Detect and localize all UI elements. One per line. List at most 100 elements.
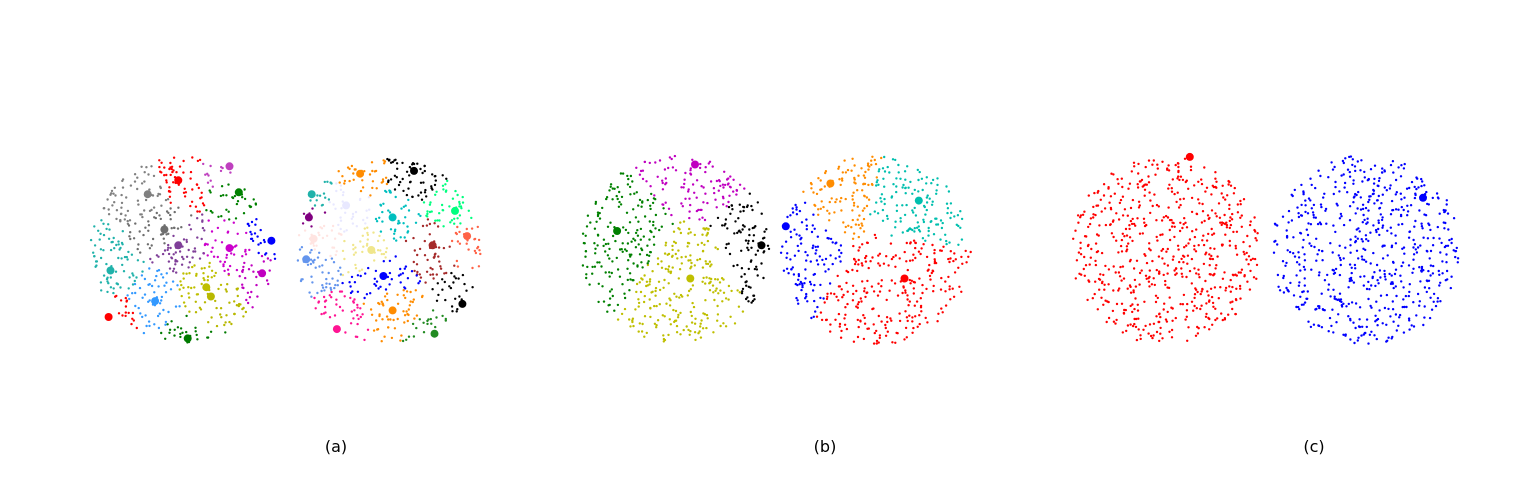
scatter-point bbox=[1338, 273, 1342, 277]
scatter-point bbox=[1196, 332, 1200, 335]
scatter-point bbox=[854, 260, 858, 263]
scatter-point bbox=[1234, 312, 1237, 316]
scatter-point bbox=[428, 222, 432, 226]
scatter-point bbox=[1386, 229, 1389, 232]
scatter-point bbox=[209, 164, 212, 168]
scatter-point bbox=[1389, 226, 1393, 229]
scatter-point bbox=[349, 296, 352, 300]
scatter-point bbox=[1426, 237, 1430, 240]
scatter-point bbox=[1156, 296, 1160, 300]
scatter-point bbox=[396, 167, 399, 170]
scatter-point bbox=[1148, 269, 1152, 272]
scatter-point bbox=[672, 308, 675, 312]
scatter-point bbox=[885, 214, 889, 218]
scatter-point bbox=[1323, 279, 1327, 282]
scatter-point bbox=[940, 226, 944, 230]
scatter-point bbox=[1371, 275, 1375, 278]
scatter-point bbox=[1167, 187, 1170, 190]
scatter-point bbox=[946, 211, 949, 215]
scatter-point bbox=[877, 254, 880, 257]
scatter-point bbox=[1365, 238, 1368, 241]
scatter-point bbox=[812, 273, 815, 276]
scatter-point bbox=[322, 312, 326, 315]
scatter-point bbox=[1100, 296, 1103, 299]
scatter-point bbox=[707, 162, 710, 165]
scatter-point bbox=[944, 304, 948, 307]
scatter-point bbox=[1318, 306, 1321, 310]
scatter-point bbox=[1387, 336, 1390, 339]
scatter-point bbox=[904, 291, 907, 294]
scatter-point bbox=[914, 214, 918, 217]
scatter-point bbox=[94, 260, 98, 263]
scatter-point bbox=[797, 249, 800, 253]
scatter-point bbox=[352, 243, 355, 247]
scatter-point bbox=[616, 186, 619, 189]
scatter-point bbox=[1129, 323, 1132, 326]
scatter-point bbox=[1195, 228, 1198, 231]
scatter-point bbox=[634, 308, 637, 311]
scatter-point bbox=[1335, 321, 1338, 324]
scatter-point bbox=[1223, 213, 1226, 217]
scatter-point bbox=[144, 314, 147, 317]
scatter-point bbox=[372, 231, 375, 234]
scatter-point bbox=[602, 244, 605, 248]
scatter-point bbox=[456, 265, 460, 268]
scatter-point bbox=[700, 185, 703, 188]
scatter-point bbox=[636, 234, 640, 237]
scatter-point bbox=[454, 189, 457, 193]
scatter-point bbox=[1300, 303, 1304, 306]
scatter-point bbox=[851, 198, 854, 201]
scatter-point bbox=[113, 201, 116, 204]
scatter-point bbox=[352, 301, 355, 304]
scatter-point bbox=[949, 250, 952, 253]
scatter-point bbox=[183, 195, 187, 198]
scatter-point bbox=[843, 323, 847, 326]
scatter-point bbox=[812, 315, 815, 318]
scatter-point bbox=[225, 208, 228, 211]
scatter-point bbox=[1431, 244, 1435, 247]
scatter-point bbox=[371, 180, 375, 183]
scatter-point bbox=[372, 329, 376, 332]
scatter-point bbox=[1152, 277, 1155, 280]
scatter-point bbox=[92, 251, 95, 254]
scatter-point bbox=[895, 185, 898, 188]
scatter-point bbox=[1318, 271, 1321, 274]
scatter-point bbox=[1412, 267, 1415, 270]
scatter-point bbox=[1293, 255, 1297, 258]
scatter-point bbox=[1416, 177, 1419, 180]
scatter-point bbox=[1376, 317, 1380, 321]
scatter-point bbox=[121, 243, 124, 246]
scatter-point bbox=[112, 192, 115, 195]
cluster-center bbox=[1419, 193, 1427, 202]
scatter-point bbox=[1325, 222, 1328, 225]
scatter-point bbox=[388, 259, 392, 263]
scatter-point bbox=[169, 207, 172, 210]
scatter-point bbox=[243, 197, 247, 201]
scatter-point bbox=[243, 261, 246, 265]
scatter-point bbox=[948, 288, 951, 291]
scatter-point bbox=[1144, 274, 1148, 277]
scatter-point bbox=[354, 335, 358, 338]
scatter-point bbox=[1190, 196, 1194, 200]
scatter-point bbox=[428, 233, 431, 236]
scatter-point bbox=[314, 266, 317, 269]
scatter-point bbox=[179, 280, 182, 283]
scatter-point bbox=[1379, 276, 1382, 279]
scatter-point bbox=[1239, 297, 1242, 300]
scatter-point bbox=[1110, 232, 1114, 235]
cluster-center bbox=[388, 213, 397, 222]
scatter-point bbox=[637, 301, 641, 305]
scatter-point bbox=[478, 249, 481, 252]
scatter-point bbox=[219, 313, 222, 316]
scatter-point bbox=[875, 339, 879, 343]
scatter-point bbox=[639, 169, 643, 173]
scatter-point bbox=[850, 226, 853, 229]
scatter-point bbox=[395, 176, 398, 179]
scatter-point bbox=[1406, 210, 1410, 213]
scatter-point bbox=[178, 250, 182, 253]
scatter-point bbox=[932, 284, 935, 288]
cluster-center bbox=[258, 269, 267, 278]
scatter-point bbox=[913, 304, 916, 307]
scatter-point bbox=[1354, 235, 1357, 238]
scatter-point bbox=[844, 171, 848, 174]
